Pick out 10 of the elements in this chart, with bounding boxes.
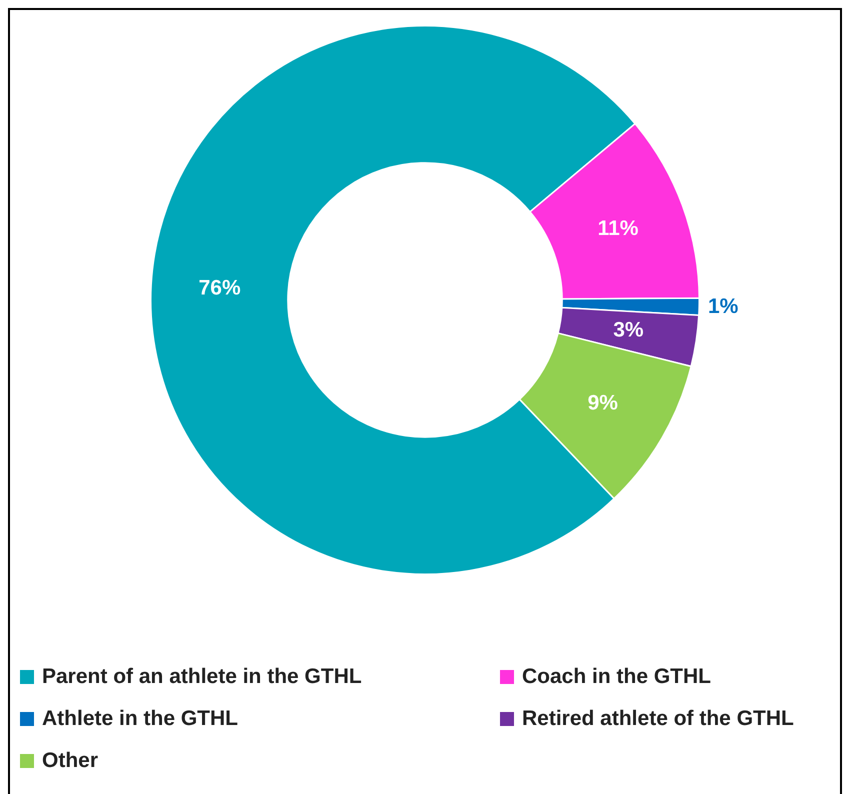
legend-label: Coach in the GTHL (522, 665, 711, 689)
legend-label: Athlete in the GTHL (42, 707, 238, 731)
legend-label: Retired athlete of the GTHL (522, 707, 794, 731)
data-label: 3% (613, 318, 644, 342)
data-label: 1% (708, 295, 739, 318)
legend-label: Other (42, 749, 98, 773)
data-label: 11% (598, 216, 639, 240)
data-label: 76% (198, 276, 241, 300)
legend-label: Parent of an athlete in the GTHL (42, 665, 362, 689)
data-label: 9% (588, 391, 618, 414)
